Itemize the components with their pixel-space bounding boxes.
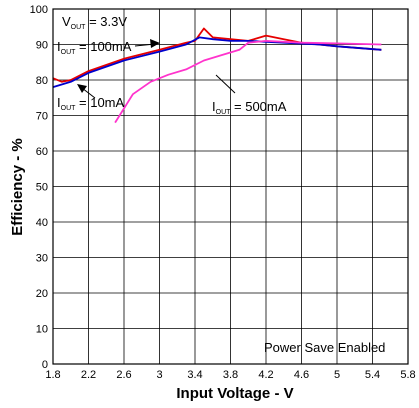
- power-save-note: Power Save Enabled: [264, 340, 385, 355]
- series-line-500ma: [114, 40, 382, 124]
- grid: [52, 8, 409, 365]
- arrow-100ma-head: [150, 39, 160, 48]
- x-tick-label: 1.8: [45, 369, 60, 381]
- y-tick-label: 20: [36, 288, 48, 300]
- series-line-100ma: [52, 36, 382, 88]
- y-tick-label: 70: [36, 111, 48, 123]
- series-group: [52, 27, 382, 124]
- annotations: VOUT = 3.3V IOUT = 100mA IOUT = 10mA IOU…: [57, 14, 385, 355]
- y-tick-label: 80: [36, 75, 48, 87]
- y-tick-label: 100: [30, 4, 48, 16]
- x-tick-label: 4.6: [294, 369, 309, 381]
- x-tick-label: 5.8: [400, 369, 415, 381]
- plot-frame: [52, 8, 409, 365]
- y-tick-label: 10: [36, 324, 48, 336]
- y-axis-title: Efficiency - %: [9, 138, 26, 236]
- arrow-10ma-head: [77, 84, 87, 93]
- x-tick-label: 3.4: [187, 369, 202, 381]
- y-tick-label: 50: [36, 182, 48, 194]
- x-tick-label: 4.2: [258, 369, 273, 381]
- x-tick-label: 5: [334, 369, 340, 381]
- vout-label: VOUT = 3.3V: [62, 14, 127, 31]
- y-tick-label: 90: [36, 40, 48, 52]
- y-tick-label: 60: [36, 146, 48, 158]
- y-tick-label: 40: [36, 217, 48, 229]
- x-tick-label: 5.4: [365, 369, 380, 381]
- iout-100ma-label: IOUT = 100mA: [57, 39, 132, 56]
- x-tick-label: 3.8: [223, 369, 238, 381]
- tick-labels: 1.8 2.2 2.6 3 3.4 3.8 4.2 4.6 5 5.4 5.8 0 10 20 30 40 50…: [30, 4, 416, 381]
- x-tick-label: 3: [156, 369, 162, 381]
- arrow-500ma-line: [215, 74, 236, 94]
- x-tick-label: 2.2: [81, 369, 96, 381]
- x-tick-label: 2.6: [116, 369, 131, 381]
- iout-10ma-label: IOUT = 10mA: [57, 95, 125, 112]
- x-axis-title: Input Voltage - V: [176, 385, 293, 402]
- series-line-10ma: [52, 27, 382, 83]
- y-tick-label: 0: [42, 359, 48, 371]
- y-tick-label: 30: [36, 253, 48, 265]
- iout-500ma-label: IOUT = 500mA: [212, 99, 287, 116]
